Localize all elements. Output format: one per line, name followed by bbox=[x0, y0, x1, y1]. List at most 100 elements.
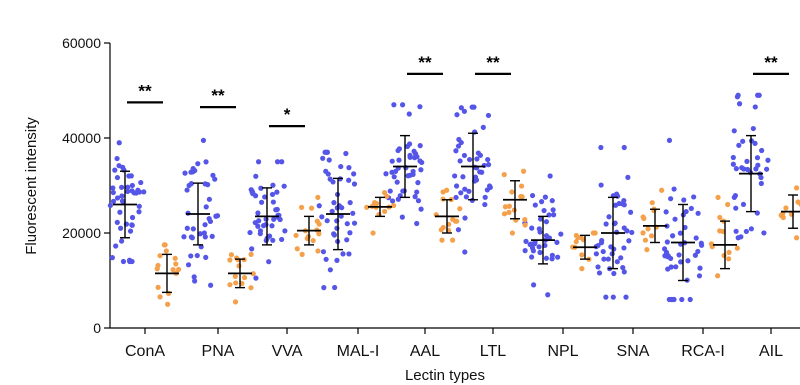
significance-label: ** bbox=[764, 53, 778, 72]
data-point bbox=[677, 230, 684, 236]
data-point bbox=[411, 155, 418, 161]
data-point bbox=[691, 194, 697, 200]
data-point bbox=[734, 94, 741, 100]
data-point bbox=[740, 138, 746, 144]
data-point bbox=[715, 273, 721, 279]
data-point bbox=[232, 299, 239, 305]
data-point bbox=[668, 196, 674, 202]
data-point bbox=[155, 284, 161, 290]
data-point bbox=[200, 137, 207, 143]
data-point bbox=[125, 184, 131, 190]
data-point bbox=[203, 254, 209, 260]
data-point bbox=[138, 179, 144, 186]
data-point bbox=[536, 244, 542, 250]
data-point bbox=[793, 185, 800, 191]
data-point bbox=[629, 229, 635, 236]
data-point bbox=[205, 182, 211, 188]
data-point bbox=[327, 267, 333, 273]
data-point bbox=[191, 274, 197, 280]
data-point bbox=[410, 168, 416, 175]
data-point bbox=[717, 228, 723, 234]
data-point bbox=[194, 252, 200, 259]
data-point bbox=[671, 186, 677, 192]
data-point bbox=[545, 292, 551, 298]
data-point bbox=[726, 256, 732, 262]
data-point bbox=[391, 174, 397, 180]
data-point bbox=[733, 205, 739, 211]
data-point bbox=[518, 183, 525, 189]
data-point bbox=[255, 159, 262, 165]
data-point bbox=[452, 173, 458, 179]
data-point bbox=[120, 258, 127, 265]
data-point bbox=[648, 233, 655, 239]
data-point bbox=[618, 255, 624, 261]
data-point bbox=[486, 183, 493, 189]
data-point bbox=[570, 244, 576, 250]
data-point bbox=[250, 191, 256, 197]
data-point bbox=[609, 251, 615, 257]
data-point bbox=[332, 284, 338, 291]
data-point bbox=[717, 214, 723, 221]
data-point bbox=[329, 208, 335, 214]
data-point bbox=[550, 207, 556, 213]
data-point bbox=[649, 200, 655, 206]
data-point bbox=[536, 226, 542, 232]
data-point bbox=[417, 143, 423, 149]
data-point bbox=[394, 179, 400, 185]
data-point bbox=[323, 168, 329, 174]
data-point bbox=[129, 188, 135, 194]
data-point bbox=[316, 231, 322, 237]
data-point bbox=[640, 230, 646, 236]
data-point bbox=[549, 198, 555, 204]
data-point bbox=[439, 237, 445, 243]
data-point bbox=[472, 174, 479, 180]
y-tick-label: 20000 bbox=[62, 225, 101, 241]
x-tick-label: AIL bbox=[759, 343, 783, 360]
data-point bbox=[173, 261, 179, 267]
data-point bbox=[227, 282, 233, 288]
data-point bbox=[406, 111, 412, 117]
data-point bbox=[298, 204, 305, 210]
data-point bbox=[253, 275, 259, 281]
data-point bbox=[530, 282, 537, 288]
data-point bbox=[462, 186, 468, 192]
data-point bbox=[190, 226, 196, 232]
data-point bbox=[330, 179, 336, 185]
data-point bbox=[543, 255, 550, 261]
data-point bbox=[315, 194, 321, 200]
data-point bbox=[623, 294, 629, 300]
data-point bbox=[578, 234, 584, 241]
data-point bbox=[114, 219, 120, 226]
data-point bbox=[185, 262, 192, 268]
data-point bbox=[511, 207, 517, 213]
data-point bbox=[344, 221, 350, 227]
data-point bbox=[509, 189, 515, 195]
data-point bbox=[732, 193, 739, 199]
data-point bbox=[485, 162, 492, 168]
data-point bbox=[579, 266, 585, 272]
x-tick-label: RCA-I bbox=[681, 343, 725, 360]
data-point bbox=[387, 188, 393, 194]
data-point bbox=[645, 226, 651, 232]
data-point bbox=[522, 248, 528, 254]
data-point bbox=[600, 248, 606, 255]
data-point bbox=[331, 232, 338, 238]
data-point bbox=[232, 273, 238, 279]
significance-markers: ** ***** ** ** bbox=[127, 53, 789, 128]
data-point bbox=[519, 194, 525, 200]
data-point bbox=[598, 182, 604, 188]
data-point bbox=[625, 174, 631, 180]
data-point bbox=[320, 249, 327, 255]
data-point bbox=[417, 158, 423, 164]
data-point bbox=[155, 262, 161, 269]
data-point bbox=[414, 220, 420, 227]
data-point bbox=[114, 174, 121, 181]
data-point bbox=[119, 193, 125, 199]
x-tick-label: NPL bbox=[547, 343, 578, 360]
data-point bbox=[310, 237, 316, 244]
data-point bbox=[399, 214, 405, 220]
y-axis-title: Fluorescent intensity bbox=[23, 117, 40, 255]
data-point bbox=[621, 269, 627, 275]
data-point bbox=[616, 200, 622, 207]
